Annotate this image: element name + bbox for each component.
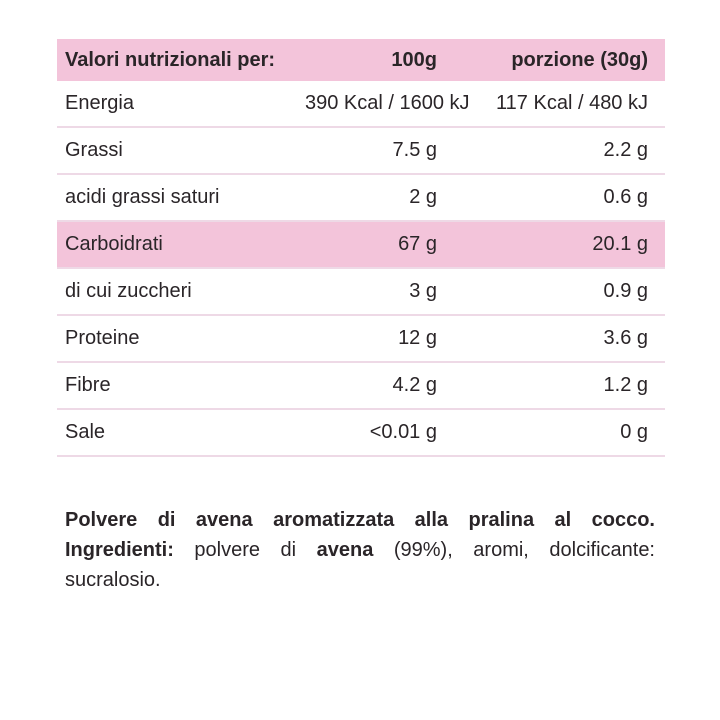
table-header-row: Valori nutrizionali per: 100g porzione (… <box>57 39 665 81</box>
row-value-100g: 67 g <box>398 233 437 255</box>
table-row-sale: Sale <0.01 g 0 g <box>57 410 665 457</box>
row-value-portion: 3.6 g <box>603 327 648 349</box>
row-label: di cui zuccheri <box>65 280 192 302</box>
row-value-portion: 0.6 g <box>603 186 648 208</box>
table-row-proteine: Proteine 12 g 3.6 g <box>57 316 665 363</box>
row-label: Fibre <box>65 374 111 396</box>
header-title: Valori nutrizionali per: <box>65 48 276 71</box>
ingredients-line: Ingredienti: polvere di avena (99%), aro… <box>65 535 655 565</box>
table-row-carboidrati: Carboidrati 67 g 20.1 g <box>57 222 665 269</box>
header-col-portion: porzione (30g) <box>511 48 648 71</box>
table-row-fibre: Fibre 4.2 g 1.2 g <box>57 363 665 410</box>
ingredients-text: polvere di <box>173 539 317 561</box>
row-value-portion: 0 g <box>620 421 648 443</box>
row-value-portion: 20.1 g <box>592 233 648 255</box>
ingredients-last-line: sucralosio. <box>65 569 161 591</box>
row-value-100g: 7.5 g <box>392 139 437 161</box>
row-value-100g: 2 g <box>409 186 437 208</box>
nutrition-table: Valori nutrizionali per: 100g porzione (… <box>57 39 665 457</box>
row-label: Grassi <box>65 139 123 161</box>
table-row-energia: Energia 390 Kcal / 1600 kJ 117 Kcal / 48… <box>57 81 665 128</box>
row-value-100g: 12 g <box>398 327 437 349</box>
row-label: Carboidrati <box>65 233 163 255</box>
row-value-100g: 4.2 g <box>392 374 437 396</box>
row-value-100g: 3 g <box>409 280 437 302</box>
table-row-grassi: Grassi 7.5 g 2.2 g <box>57 128 665 175</box>
header-col-100g: 100g <box>391 48 437 71</box>
row-value-portion: 0.9 g <box>603 280 648 302</box>
ingredients-paragraph: Polvere di avena aromatizzata alla prali… <box>65 505 655 595</box>
table-row-di-cui-zuccheri: di cui zuccheri 3 g 0.9 g <box>57 269 665 316</box>
row-value-100g: <0.01 g <box>369 421 437 443</box>
ingredients-text: (99%), aromi, dolcificante: <box>373 539 655 561</box>
product-description: Polvere di avena aromatizzata alla prali… <box>65 509 655 531</box>
row-label: Sale <box>65 421 106 443</box>
table-row-acidi-grassi-saturi: acidi grassi saturi 2 g 0.6 g <box>57 175 665 222</box>
ingredient-avena: avena <box>316 539 374 561</box>
row-label: Proteine <box>65 327 140 349</box>
ingredients-label: Ingredienti: <box>65 539 174 561</box>
row-value-portion: 1.2 g <box>603 374 648 396</box>
row-label: acidi grassi saturi <box>65 186 220 208</box>
row-value-portion: 117 Kcal / 480 kJ <box>496 92 648 114</box>
row-value-portion: 2.2 g <box>603 139 648 161</box>
row-label: Energia <box>65 92 134 114</box>
row-value-100g: 390 Kcal / 1600 kJ <box>305 92 470 114</box>
